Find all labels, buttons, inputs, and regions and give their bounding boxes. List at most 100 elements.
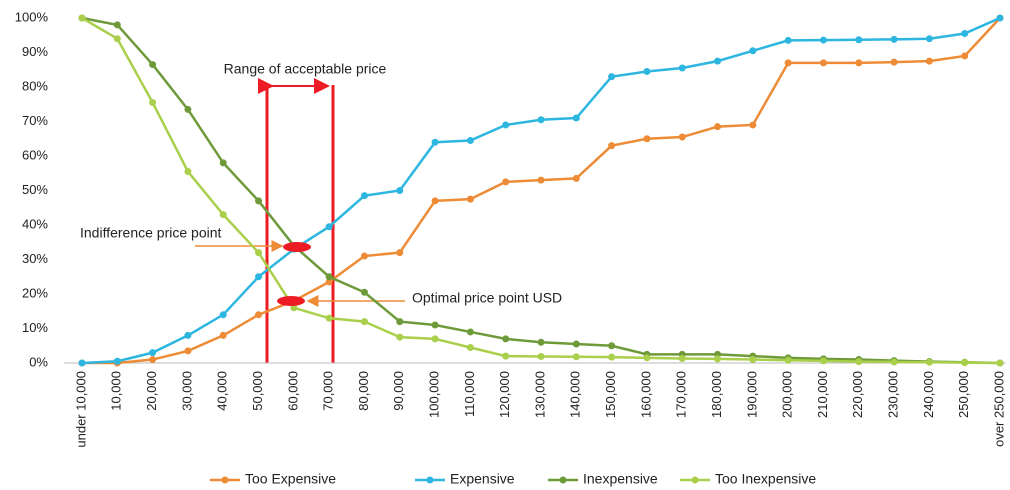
data-point	[925, 35, 933, 43]
data-point	[431, 197, 439, 205]
x-tick-label: 200,000	[780, 371, 795, 418]
legend-dot	[559, 476, 567, 484]
data-point	[502, 335, 510, 343]
data-point	[184, 105, 192, 113]
data-point	[749, 121, 757, 129]
y-tick-label: 20%	[22, 285, 48, 300]
data-point	[714, 123, 722, 131]
data-point	[466, 343, 474, 351]
data-point	[678, 133, 686, 141]
y-tick-label: 90%	[22, 44, 48, 59]
annotation: Indifference price point	[80, 225, 221, 241]
data-point	[466, 328, 474, 336]
legend-item: Inexpensive	[548, 471, 658, 487]
data-point	[255, 273, 263, 281]
x-tick-label: 30,000	[179, 371, 194, 411]
data-point	[855, 36, 863, 44]
series-line	[82, 17, 1001, 365]
data-point	[749, 47, 757, 55]
data-point	[466, 195, 474, 203]
y-tick-label: 80%	[22, 78, 48, 93]
data-point	[784, 356, 792, 364]
data-point	[219, 331, 227, 339]
y-tick-label: 60%	[22, 147, 48, 162]
data-point	[784, 36, 792, 44]
legend-dot	[221, 476, 229, 484]
data-point	[325, 278, 333, 286]
data-point	[855, 358, 863, 366]
x-tick-label: 60,000	[285, 371, 300, 411]
y-tick-label: 30%	[22, 251, 48, 266]
data-point	[890, 35, 898, 43]
data-point	[219, 159, 227, 167]
x-tick-label: 150,000	[603, 371, 618, 418]
data-point	[255, 249, 263, 257]
data-point	[431, 321, 439, 329]
x-tick-label: 70,000	[321, 371, 336, 411]
data-point	[572, 174, 580, 182]
data-point	[996, 14, 1004, 22]
legend-label: Expensive	[450, 471, 515, 487]
data-point	[784, 59, 792, 67]
data-point	[396, 318, 404, 326]
data-point	[149, 99, 157, 107]
data-point	[360, 192, 368, 200]
data-point	[819, 36, 827, 44]
x-tick-label: 130,000	[532, 371, 547, 418]
data-point	[537, 116, 545, 124]
data-point	[890, 358, 898, 366]
data-point	[360, 252, 368, 260]
x-tick-label: 180,000	[709, 371, 724, 418]
data-point	[608, 353, 616, 361]
legend-label: Too Expensive	[245, 471, 336, 487]
data-point	[396, 333, 404, 341]
data-point	[572, 114, 580, 122]
y-tick-label: 70%	[22, 113, 48, 128]
x-tick-label: 90,000	[391, 371, 406, 411]
data-point	[678, 355, 686, 363]
data-point	[608, 142, 616, 150]
y-tick-label: 40%	[22, 216, 48, 231]
x-tick-label: 120,000	[497, 371, 512, 418]
annotation: Range of acceptable price	[224, 61, 387, 77]
legend-label: Inexpensive	[583, 471, 658, 487]
x-tick-label: 40,000	[215, 371, 230, 411]
legend-label: Too Inexpensive	[715, 471, 816, 487]
y-tick-label: 50%	[22, 182, 48, 197]
data-point	[78, 14, 86, 22]
data-point	[396, 249, 404, 257]
data-point	[290, 304, 298, 312]
x-tick-label: over 250,000	[991, 371, 1006, 447]
x-tick-label: 50,000	[250, 371, 265, 411]
x-tick-label: 190,000	[744, 371, 759, 418]
series-line	[81, 16, 1001, 365]
x-tick-label: 170,000	[674, 371, 689, 418]
data-point	[714, 57, 722, 65]
data-point	[714, 355, 722, 363]
data-point	[925, 358, 933, 366]
data-point	[961, 52, 969, 60]
data-point	[360, 318, 368, 326]
data-point	[572, 353, 580, 361]
data-point	[996, 359, 1004, 367]
data-point	[608, 73, 616, 81]
x-tick-label: 10,000	[109, 371, 124, 411]
data-point	[255, 197, 263, 205]
annotations: Range of acceptable price Indifference p…	[80, 61, 562, 363]
indifference-point	[283, 242, 311, 252]
x-tick-label: 240,000	[921, 371, 936, 418]
data-point	[255, 311, 263, 319]
data-point	[219, 211, 227, 219]
data-point	[502, 121, 510, 129]
data-point	[855, 59, 863, 67]
data-point	[925, 57, 933, 65]
data-point	[502, 178, 510, 186]
data-point	[149, 356, 157, 364]
data-point	[113, 35, 121, 43]
legend-item: Too Inexpensive	[680, 471, 816, 487]
legend-dot	[426, 476, 434, 484]
optimal-point	[277, 296, 305, 306]
data-point	[572, 340, 580, 348]
data-point	[537, 338, 545, 346]
